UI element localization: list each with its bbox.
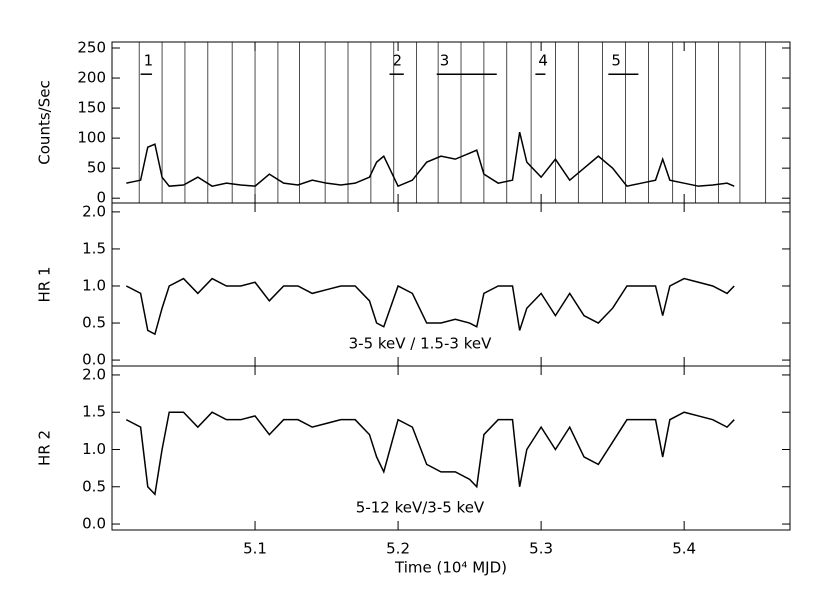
panel-frame <box>111 365 791 531</box>
series-line <box>126 131 735 188</box>
y-tick-label: 0 <box>96 189 106 207</box>
y-tick-label: 0.0 <box>82 351 106 369</box>
episode-label: 4 <box>538 52 548 70</box>
annotation: 5-12 keV/3-5 keV <box>356 499 485 517</box>
y-tick-label: 200 <box>77 69 106 87</box>
y-tick-label: 1.5 <box>82 239 106 257</box>
series-line <box>125 277 735 336</box>
y-tick-label: 150 <box>77 99 106 117</box>
y-tick-label: 0.5 <box>82 314 106 332</box>
y-tick-label: 100 <box>77 129 106 147</box>
y-tick-label: 1.0 <box>82 276 106 294</box>
panel-frame <box>111 41 791 204</box>
y-tick-label: 1.0 <box>82 440 106 458</box>
episode-label: 5 <box>611 52 621 70</box>
y-tick-label: 50 <box>87 159 106 177</box>
x-tick-label: 5.1 <box>243 540 267 558</box>
x-tick-label: 5.2 <box>386 540 410 558</box>
y-axis-label: HR 2 <box>36 430 54 466</box>
series-line <box>125 411 735 496</box>
y-tick-label: 250 <box>77 39 106 57</box>
y-tick-label: 0.0 <box>82 515 106 533</box>
episode-label: 3 <box>440 52 450 70</box>
annotation: 3-5 keV / 1.5-3 keV <box>349 335 492 353</box>
x-tick-label: 5.4 <box>672 540 696 558</box>
y-axis-label: HR 1 <box>36 266 54 302</box>
y-tick-label: 1.5 <box>82 403 106 421</box>
episode-label: 1 <box>144 52 154 70</box>
y-axis-label: Counts/Sec <box>36 80 54 164</box>
y-tick-label: 0.5 <box>82 477 106 495</box>
x-axis-label: Time (10⁴ MJD) <box>394 559 507 577</box>
episode-label: 2 <box>392 52 402 70</box>
y-tick-label: 2.0 <box>82 365 106 383</box>
y-tick-label: 2.0 <box>82 202 106 220</box>
x-tick-label: 5.3 <box>529 540 553 558</box>
